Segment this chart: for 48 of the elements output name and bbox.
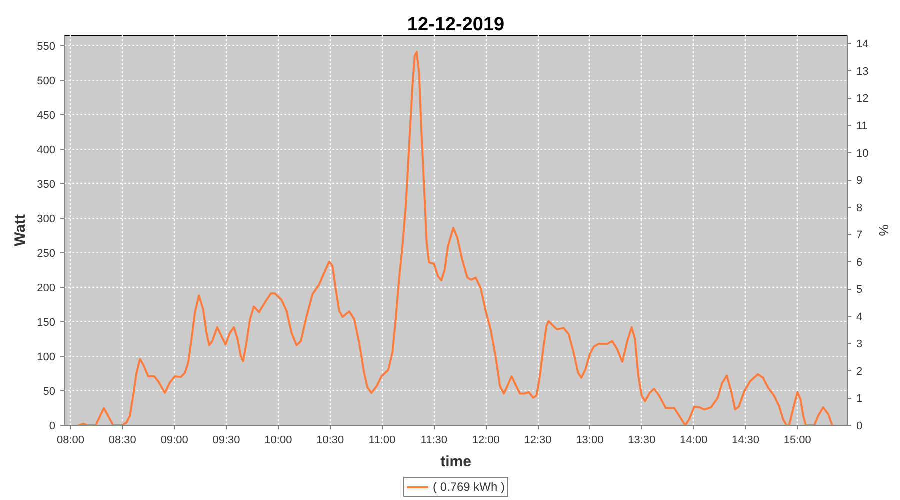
- y-tick-label: 550: [37, 40, 56, 53]
- x-tick-label: 12:30: [524, 434, 552, 446]
- y2-tick-label: 1: [856, 393, 863, 406]
- y2-tick-label: 6: [856, 256, 863, 269]
- y2-tick-label: 14: [856, 38, 869, 51]
- y-tick-label: 50: [43, 386, 56, 398]
- line-series: [77, 51, 834, 426]
- y2-tick-label: 8: [856, 202, 863, 214]
- y2-tick-label: 3: [856, 338, 863, 351]
- y2-tick-label: 4: [856, 311, 863, 324]
- x-tick-label: 14:30: [732, 434, 760, 446]
- chart-title: 12-12-2019: [407, 14, 505, 36]
- y2-tick-label: 2: [856, 366, 863, 378]
- y-tick-label: 200: [37, 282, 56, 294]
- y-axis-title: Watt: [12, 214, 30, 246]
- y-tick-label: 0: [49, 420, 56, 432]
- y2-tick-label: 12: [856, 93, 869, 106]
- x-tick-label: 11:00: [368, 434, 396, 446]
- y-tick-label: 400: [37, 144, 56, 156]
- legend-label: ( 0.769 kWh ): [432, 480, 506, 494]
- y-tick-label: 500: [37, 75, 56, 88]
- y-tick-label: 450: [37, 110, 56, 122]
- x-tick-label: 15:00: [784, 434, 812, 446]
- x-tick-label: 11:30: [420, 434, 448, 446]
- x-tick-label: 14:00: [680, 434, 708, 446]
- x-tick-label: 10:30: [316, 434, 344, 446]
- y-tick-label: 150: [37, 316, 56, 329]
- x-tick-label: 08:00: [56, 434, 84, 446]
- x-tick-label: 09:00: [160, 434, 188, 446]
- x-tick-label: 09:30: [212, 434, 240, 446]
- y2-tick-label: 9: [856, 175, 863, 188]
- y2-axis-title: %: [876, 224, 892, 237]
- y2-tick-label: 5: [856, 284, 863, 296]
- x-tick-label: 08:30: [108, 434, 136, 446]
- y-tick-label: 100: [37, 351, 56, 364]
- x-tick-label: 12:00: [472, 434, 500, 446]
- x-tick-label: 10:00: [264, 434, 292, 446]
- y2-tick-label: 10: [856, 148, 869, 160]
- y2-tick-label: 0: [856, 420, 863, 432]
- y2-tick-label: 11: [856, 120, 868, 132]
- x-tick-label: 13:00: [576, 434, 604, 446]
- x-tick-label: 13:30: [628, 434, 656, 446]
- y-tick-label: 250: [37, 248, 56, 260]
- x-axis-title: time: [440, 454, 472, 470]
- y2-tick-label: 13: [856, 66, 869, 78]
- y-tick-label: 350: [37, 178, 56, 191]
- y-tick-label: 300: [37, 213, 56, 226]
- y2-tick-label: 7: [856, 230, 863, 242]
